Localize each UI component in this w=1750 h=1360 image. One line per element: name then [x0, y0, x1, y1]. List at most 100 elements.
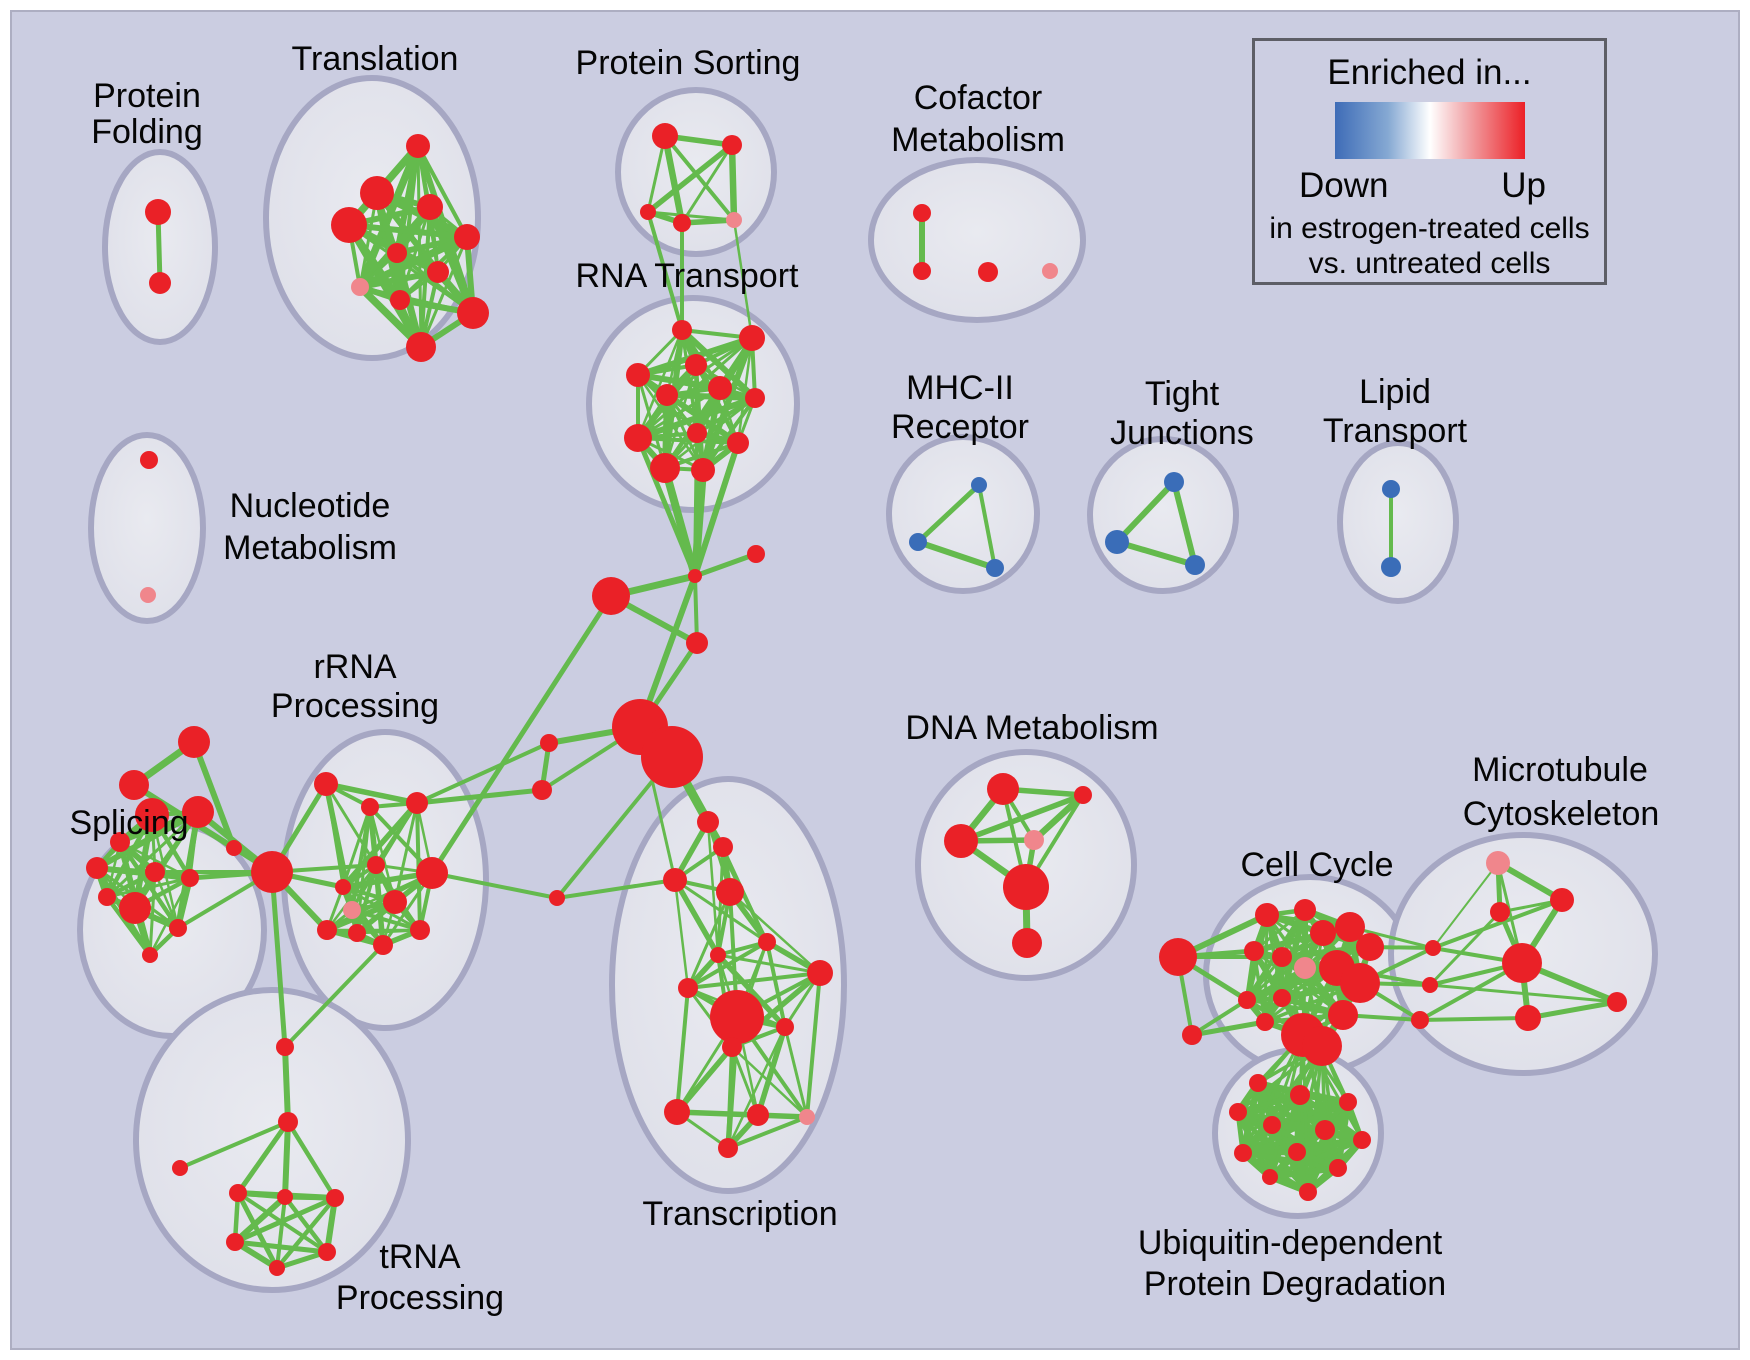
node-r1 — [314, 772, 338, 796]
node-rt4 — [626, 363, 650, 387]
node-mt2 — [1550, 888, 1574, 912]
node-rt10 — [727, 432, 749, 454]
cluster-label-mhc-ii-receptor-line2: Receptor — [891, 408, 1029, 446]
node-trc — [326, 1189, 344, 1207]
legend-subtitle-line2: vs. untreated cells — [1308, 247, 1551, 280]
node-tr0 — [278, 1112, 298, 1132]
edge — [341, 805, 372, 889]
node-pf2 — [149, 272, 171, 294]
edge — [1525, 999, 1620, 1021]
node-tc9 — [710, 990, 764, 1044]
node-tc7 — [678, 978, 698, 998]
node-s5 — [145, 862, 165, 882]
node-cc11 — [1238, 991, 1256, 1009]
node-u9 — [1288, 1143, 1306, 1161]
node-mt1 — [1486, 851, 1510, 875]
edge — [661, 132, 686, 227]
node-tj3 — [1185, 555, 1205, 575]
node-s7 — [119, 892, 151, 924]
node-tc12 — [664, 1099, 690, 1125]
node-ps5 — [726, 212, 742, 228]
node-tc1 — [697, 811, 719, 833]
node-ps4 — [673, 214, 691, 232]
edge — [1495, 860, 1565, 903]
edge — [1268, 1033, 1305, 1179]
node-x3 — [686, 632, 708, 654]
node-r9 — [348, 924, 366, 942]
node-tc14 — [799, 1109, 815, 1125]
node-cc16 — [1302, 1026, 1342, 1066]
node-rt11 — [650, 453, 680, 483]
node-cc3 — [1310, 920, 1336, 946]
node-l2 — [1381, 557, 1401, 577]
node-u8 — [1234, 1144, 1252, 1162]
node-u4 — [1229, 1103, 1247, 1121]
node-b1 — [1425, 940, 1441, 956]
node-t9 — [390, 290, 410, 310]
edge — [726, 1045, 734, 1150]
edge — [94, 809, 201, 871]
node-t8 — [351, 278, 369, 296]
edge — [726, 1025, 787, 1150]
edge — [728, 141, 738, 224]
edge — [661, 464, 699, 580]
cluster-label-cofactor-metabolism-line1: Cofactor — [914, 79, 1043, 117]
edge — [1428, 910, 1502, 987]
node-x2 — [747, 545, 765, 563]
node-x7 — [532, 780, 552, 800]
edge — [357, 269, 441, 290]
edge — [716, 953, 822, 975]
node-cc4 — [1335, 912, 1365, 942]
edge — [693, 431, 699, 578]
node-cc7 — [1272, 947, 1292, 967]
cluster-label-microtubule-cytoskeleton-line1: Microtubule — [1472, 751, 1648, 789]
edge — [755, 1024, 788, 1118]
cluster-label-tight-junctions-line2: Junctions — [1110, 414, 1254, 452]
node-mt5 — [1607, 992, 1627, 1012]
node-pf1 — [145, 199, 171, 225]
cluster-ellipse-tight-junctions — [1087, 436, 1239, 594]
edge — [915, 482, 982, 545]
edge — [721, 845, 769, 944]
cluster-ellipse-nucleotide-metabolism — [88, 432, 206, 624]
node-t4 — [331, 207, 367, 243]
edge — [672, 877, 721, 958]
node-cc12 — [1273, 989, 1291, 1007]
node-mt4 — [1502, 943, 1542, 983]
edge — [680, 143, 734, 225]
edge — [674, 1044, 735, 1115]
edge — [324, 1195, 338, 1255]
edge — [636, 373, 705, 472]
node-tc4 — [716, 878, 744, 906]
node-d5 — [1003, 864, 1049, 910]
edge — [635, 395, 758, 441]
edge — [636, 436, 740, 445]
node-u12 — [1299, 1183, 1317, 1201]
node-rt8 — [687, 423, 707, 443]
node-s10 — [98, 888, 116, 906]
node-r5 — [335, 879, 351, 895]
edge — [1418, 1016, 1530, 1022]
node-tc13 — [747, 1104, 769, 1126]
node-r4 — [367, 856, 385, 874]
edge — [148, 876, 192, 957]
edge — [915, 539, 998, 571]
node-b2 — [1422, 977, 1438, 993]
edge — [663, 134, 736, 222]
cluster-ellipse-mhc-ii-receptor — [886, 434, 1040, 594]
node-r11 — [343, 901, 361, 919]
node-cc2 — [1294, 899, 1316, 921]
cluster-label-cell-cycle: Cell Cycle — [1240, 846, 1393, 884]
edge — [178, 1120, 290, 1170]
node-trleft — [172, 1160, 188, 1176]
edge — [340, 800, 420, 890]
edge — [692, 551, 759, 579]
node-tj1 — [1164, 472, 1184, 492]
edge — [1431, 898, 1564, 950]
edge — [105, 810, 200, 899]
edge — [1301, 1033, 1310, 1194]
node-t5 — [454, 224, 480, 250]
edge — [765, 940, 787, 1029]
node-t6 — [387, 243, 407, 263]
node-cc13 — [1256, 1013, 1274, 1031]
